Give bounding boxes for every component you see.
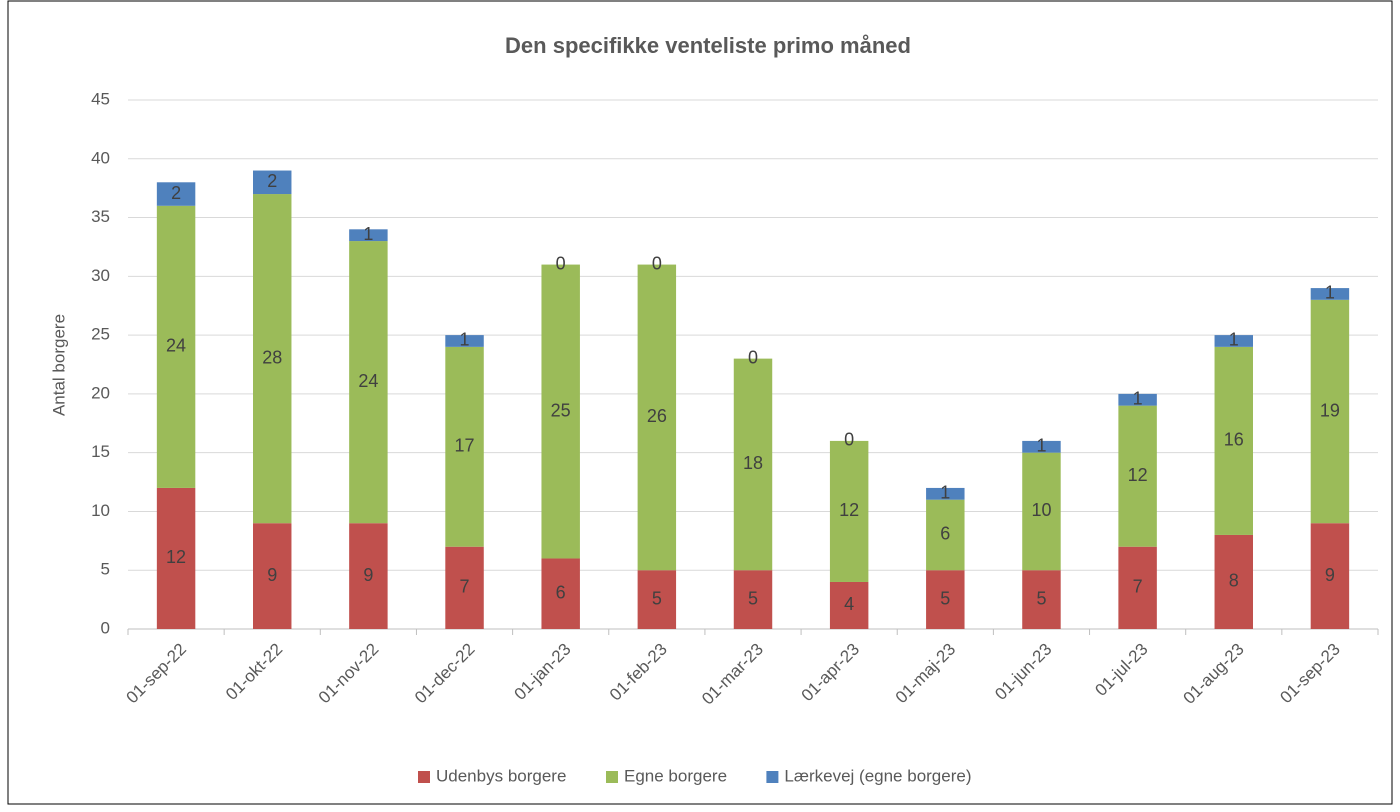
- bar-segment: [926, 487, 965, 500]
- y-tick-label: 35: [91, 207, 110, 226]
- data-label: 7: [1133, 577, 1143, 597]
- data-label: 0: [556, 253, 566, 273]
- bar-segment: [1022, 452, 1061, 571]
- chart-border: [7, 0, 1393, 805]
- data-label: 24: [166, 336, 186, 356]
- data-label: 5: [748, 588, 758, 608]
- data-label: 1: [940, 483, 950, 503]
- bar-segment: [1118, 546, 1157, 629]
- bar-segment: [156, 182, 196, 206]
- data-label: 1: [1133, 389, 1143, 409]
- bar-segment: [1214, 335, 1253, 347]
- bar-segment: [637, 570, 677, 629]
- bar-segment: [156, 487, 196, 629]
- data-label: 9: [363, 565, 373, 585]
- data-label: 6: [940, 524, 950, 544]
- bar-segment: [926, 499, 965, 571]
- bar-segment: [253, 194, 292, 524]
- data-label: 12: [839, 500, 859, 520]
- data-label: 5: [1036, 588, 1046, 608]
- data-label: 12: [1128, 465, 1148, 485]
- data-label: 0: [844, 430, 854, 450]
- y-tick-label: 30: [91, 266, 110, 285]
- bar-segment: [829, 581, 869, 629]
- y-tick-label: 15: [91, 442, 110, 461]
- bar-segment: [445, 335, 484, 347]
- data-label: 2: [267, 171, 277, 191]
- bar-segment: [1118, 405, 1157, 547]
- y-tick-label: 20: [91, 383, 110, 402]
- bar-segment: [349, 229, 388, 242]
- chart-title: Den specifikke venteliste primo måned: [505, 33, 911, 58]
- data-label: 6: [556, 582, 566, 602]
- bar-segment: [253, 523, 292, 629]
- data-label: 12: [166, 547, 186, 567]
- bar-segment: [1022, 570, 1061, 629]
- bar-segment: [1310, 523, 1350, 629]
- bar-segment: [829, 440, 869, 582]
- data-label: 1: [363, 224, 373, 244]
- bar-segment: [1118, 393, 1157, 406]
- data-label: 18: [743, 453, 763, 473]
- data-label: 9: [267, 565, 277, 585]
- bar-segment: [541, 558, 580, 629]
- bar-segment: [445, 346, 484, 547]
- bar-segment: [1214, 346, 1253, 535]
- data-label: 16: [1224, 430, 1244, 450]
- data-label: 0: [748, 347, 758, 367]
- bar-segment: [349, 523, 388, 629]
- data-label: 5: [652, 588, 662, 608]
- legend-label: Udenbys borgere: [436, 766, 566, 785]
- y-tick-label: 0: [101, 618, 110, 637]
- data-label: 28: [262, 347, 282, 367]
- data-label: 17: [455, 436, 475, 456]
- y-tick-label: 10: [91, 501, 110, 520]
- legend-label: Egne borgere: [624, 766, 727, 785]
- y-axis-label: Antal borgere: [49, 314, 68, 416]
- bar-segment: [541, 264, 580, 559]
- bar-segment: [1022, 440, 1061, 453]
- data-label: 19: [1320, 400, 1340, 420]
- y-tick-label: 40: [91, 148, 110, 167]
- data-label: 1: [1325, 283, 1335, 303]
- bar-segment: [1310, 299, 1350, 524]
- data-label: 10: [1031, 500, 1051, 520]
- data-label: 1: [1229, 330, 1239, 350]
- bar-segment: [1214, 534, 1253, 629]
- data-label: 0: [652, 253, 662, 273]
- bar-segment: [349, 241, 388, 524]
- data-label: 25: [551, 400, 571, 420]
- y-tick-label: 5: [101, 560, 110, 579]
- data-label: 7: [460, 577, 470, 597]
- y-tick-label: 25: [91, 325, 110, 344]
- data-label: 26: [647, 406, 667, 426]
- data-label: 1: [1036, 436, 1046, 456]
- data-label: 1: [460, 330, 470, 350]
- y-tick-label: 45: [91, 89, 110, 108]
- bar-segment: [1310, 288, 1350, 300]
- legend-swatch: [606, 771, 618, 783]
- data-label: 24: [358, 371, 378, 391]
- bar-segment: [926, 570, 965, 629]
- bar-segment: [253, 170, 292, 195]
- bar-segment: [733, 570, 773, 629]
- legend-label: Lærkevej (egne borgere): [784, 766, 971, 785]
- bar-segment: [445, 546, 484, 629]
- bar-segment: [733, 358, 773, 571]
- data-label: 8: [1229, 571, 1239, 591]
- bar-segment: [156, 205, 196, 488]
- data-label: 9: [1325, 565, 1335, 585]
- legend-swatch: [766, 771, 779, 783]
- data-label: 2: [171, 183, 181, 203]
- data-label: 5: [940, 588, 950, 608]
- data-label: 4: [844, 594, 854, 614]
- legend-swatch: [418, 771, 430, 783]
- bar-segment: [637, 264, 677, 571]
